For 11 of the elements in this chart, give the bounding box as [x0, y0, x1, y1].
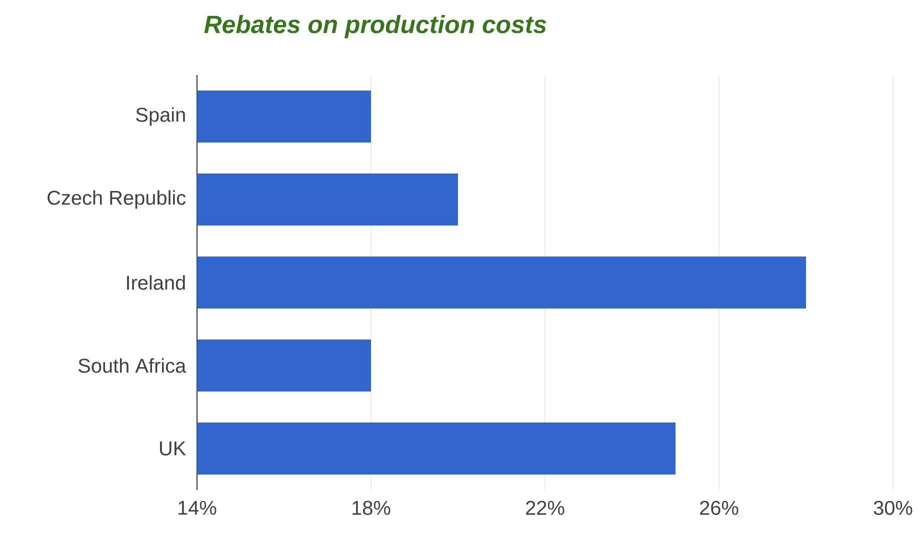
x-tick-label: 14%	[178, 500, 216, 515]
chart-title: Rebates on production costs	[204, 14, 546, 38]
x-tick-label: 22%	[526, 500, 564, 515]
y-tick-label: UK	[160, 442, 186, 456]
y-tick-label: Spain	[136, 107, 185, 126]
y-tick-label: Ireland	[127, 275, 185, 290]
x-tick-label: 30%	[874, 500, 912, 515]
x-tick-label: 18%	[352, 500, 390, 515]
y-tick-label: Czech Republic	[48, 190, 186, 209]
y-tick-label: South Africa	[78, 358, 186, 373]
x-tick-label: 26%	[700, 500, 738, 515]
